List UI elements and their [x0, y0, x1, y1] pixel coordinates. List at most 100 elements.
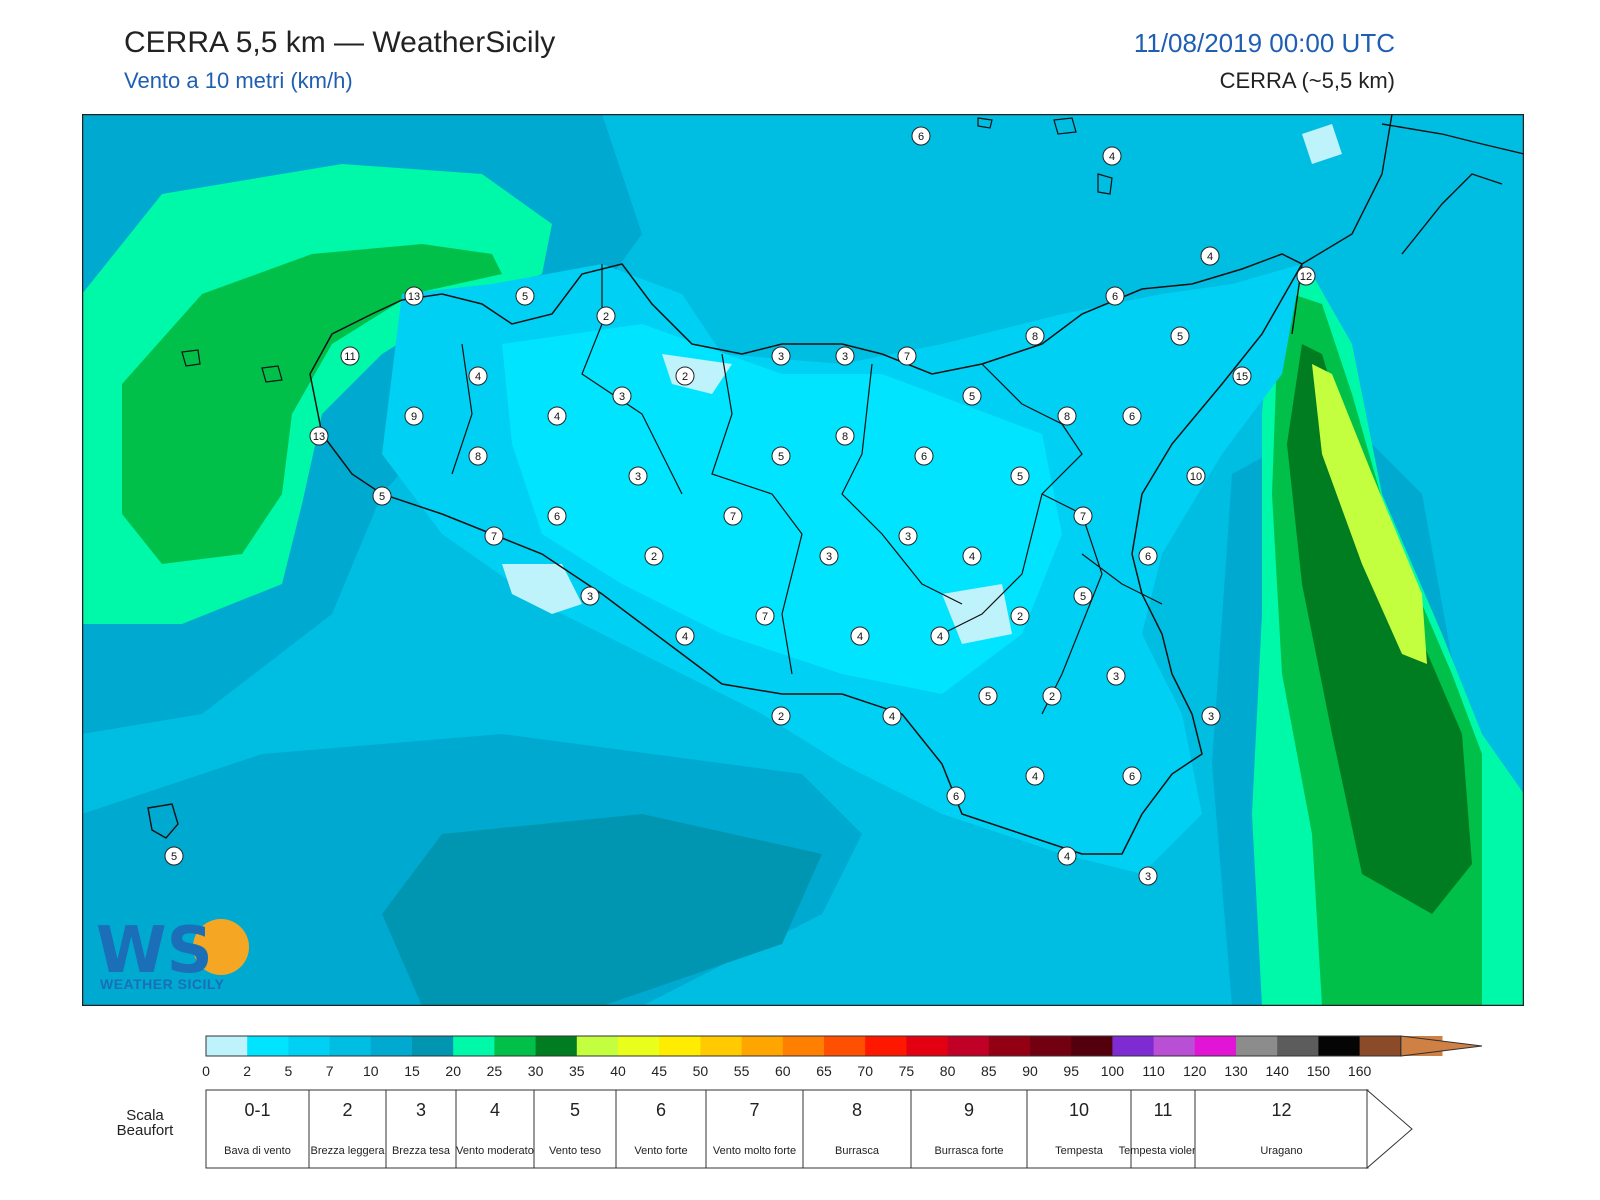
beaufort-description: Bava di vento — [224, 1145, 291, 1157]
station-circle — [1138, 546, 1158, 566]
station-circle — [1296, 266, 1316, 286]
station-marker: 6 — [914, 446, 934, 466]
station-marker: 4 — [1025, 766, 1045, 786]
sun-icon — [193, 919, 249, 975]
station-marker: 11 — [340, 346, 360, 366]
station-circle — [1010, 466, 1030, 486]
colorbar-cell — [618, 1036, 660, 1056]
beaufort-description: Vento forte — [634, 1145, 687, 1157]
colorbar-cell — [1318, 1036, 1361, 1056]
station-circle — [675, 366, 695, 386]
colorbar-cell — [1359, 1036, 1402, 1056]
station-circle — [914, 446, 934, 466]
station-circle — [340, 346, 360, 366]
station-value: 2 — [682, 371, 688, 383]
colorbar-cell — [700, 1036, 743, 1056]
colorbar-cell — [1236, 1036, 1278, 1056]
station-circle — [1025, 766, 1045, 786]
colorbar-cell — [1153, 1036, 1196, 1056]
colorbar-cell — [1277, 1036, 1319, 1056]
station-marker: 5 — [771, 446, 791, 466]
chart-title: CERRA 5,5 km — WeatherSicily — [124, 26, 556, 59]
colorbar-cell — [1030, 1036, 1072, 1056]
beaufort-cell — [455, 1089, 535, 1169]
beaufort-cell — [1026, 1089, 1132, 1169]
station-markers: 6 4 4 12 13 5 6 2 8 5 11 3 3 7 15 4 2 3 5 9 4 8 6 13 8 8 5 6 3 5 10 5 6 7… — [164, 126, 1316, 886]
colorbar-tick: 70 — [857, 1063, 873, 1079]
station-value: 2 — [1017, 611, 1023, 623]
station-circle — [1042, 686, 1062, 706]
station-circle — [1057, 846, 1077, 866]
station-circle — [484, 526, 504, 546]
station-marker: 3 — [1138, 866, 1158, 886]
colorbar-tick: 45 — [651, 1063, 667, 1079]
beaufort-description: Tempesta — [1055, 1145, 1104, 1157]
beaufort-number: 11 — [1154, 1100, 1173, 1120]
station-marker: 4 — [547, 406, 567, 426]
station-value: 2 — [778, 711, 784, 723]
station-circle — [1170, 326, 1190, 346]
land-wind-area-light — [502, 324, 1062, 694]
colorbar-tick: 25 — [487, 1063, 503, 1079]
colorbar-tick: 120 — [1183, 1063, 1207, 1079]
station-marker: 3 — [580, 586, 600, 606]
station-circle — [1122, 406, 1142, 426]
beaufort-cell — [308, 1089, 387, 1169]
aeolian-island — [977, 117, 993, 129]
station-value: 5 — [171, 851, 177, 863]
beaufort-description: Vento teso — [549, 1145, 601, 1157]
station-value: 4 — [1109, 151, 1115, 163]
station-marker: 2 — [771, 706, 791, 726]
colorbar-cell — [782, 1036, 825, 1056]
colorbar-cell — [288, 1036, 331, 1056]
station-value: 3 — [905, 531, 911, 543]
station-marker: 6 — [911, 126, 931, 146]
beaufort-description: Uragano — [1260, 1145, 1302, 1157]
station-marker: 8 — [468, 446, 488, 466]
station-circle — [1010, 606, 1030, 626]
station-value: 13 — [408, 291, 420, 303]
station-marker: 3 — [1201, 706, 1221, 726]
station-circle — [962, 386, 982, 406]
wind-band-25-30-east — [1287, 344, 1472, 914]
station-circle — [644, 546, 664, 566]
station-value: 4 — [682, 631, 688, 643]
station-value: 3 — [826, 551, 832, 563]
colorbar-cell — [1071, 1036, 1113, 1056]
station-marker: 6 — [1122, 766, 1142, 786]
station-value: 7 — [491, 531, 497, 543]
station-circle — [468, 366, 488, 386]
station-circle — [1025, 326, 1045, 346]
station-value: 8 — [1032, 331, 1038, 343]
station-circle — [1122, 766, 1142, 786]
model-label: CERRA (~5,5 km) — [1219, 68, 1395, 93]
station-marker: 4 — [675, 626, 695, 646]
beaufort-arrow — [1366, 1088, 1413, 1170]
colorbar-cell — [1194, 1036, 1237, 1056]
beaufort-number: 10 — [1069, 1100, 1089, 1120]
station-value: 2 — [1049, 691, 1055, 703]
station-marker: 7 — [723, 506, 743, 526]
beaufort-number: 12 — [1271, 1100, 1291, 1120]
beaufort-cell — [385, 1089, 457, 1169]
station-value: 3 — [619, 391, 625, 403]
station-marker: 2 — [1010, 606, 1030, 626]
station-marker: 6 — [1105, 286, 1125, 306]
station-circle — [372, 486, 392, 506]
station-circle — [898, 526, 918, 546]
station-marker: 4 — [468, 366, 488, 386]
station-marker: 4 — [882, 706, 902, 726]
colorbar-cell — [412, 1036, 454, 1056]
station-marker: 5 — [978, 686, 998, 706]
station-marker: 5 — [1073, 586, 1093, 606]
station-circle — [580, 586, 600, 606]
station-marker: 5 — [164, 846, 184, 866]
logo-letters: WS — [96, 914, 213, 988]
station-marker: 8 — [835, 426, 855, 446]
station-value: 13 — [313, 431, 325, 443]
beaufort-cell — [910, 1089, 1028, 1169]
colorbar-tick: 80 — [940, 1063, 956, 1079]
station-value: 6 — [1129, 411, 1135, 423]
station-circle — [835, 426, 855, 446]
station-value: 5 — [1080, 591, 1086, 603]
